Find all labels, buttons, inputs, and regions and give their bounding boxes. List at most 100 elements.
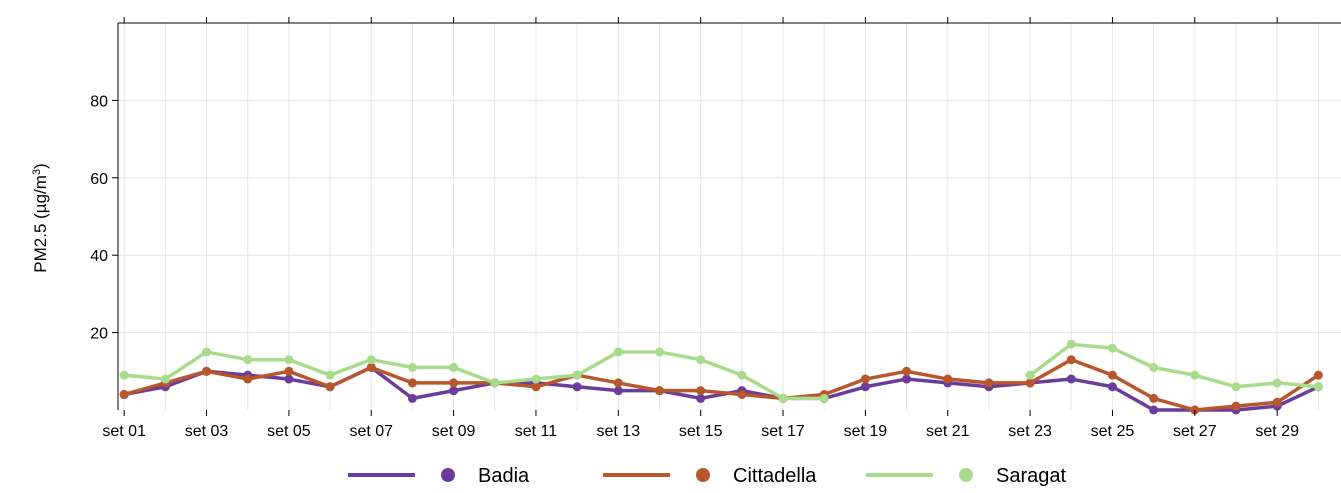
data-point-cittadella	[366, 362, 376, 372]
series-line-saragat	[1028, 342, 1321, 389]
data-point-saragat	[1107, 343, 1117, 353]
y-tick-label: 60	[90, 171, 108, 188]
data-point-saragat	[407, 362, 417, 372]
data-point-saragat	[737, 370, 747, 380]
data-point-saragat	[1231, 382, 1241, 392]
x-tick-label: set 07	[349, 423, 393, 440]
data-point-cittadella	[202, 366, 212, 376]
data-point-cittadella	[1107, 370, 1117, 380]
data-point-cittadella	[243, 374, 253, 384]
legend-item-saragat: Saragat	[866, 465, 1066, 487]
data-point-cittadella	[654, 386, 664, 396]
data-point-cittadella	[325, 382, 335, 392]
data-point-saragat	[366, 355, 376, 365]
legend-label: Cittadella	[733, 465, 817, 487]
data-point-cittadella	[1066, 355, 1076, 365]
data-point-saragat	[613, 347, 623, 357]
legend-label: Saragat	[996, 465, 1066, 487]
data-point-cittadella	[984, 378, 994, 388]
data-point-badia	[1149, 405, 1159, 415]
x-tick-label: set 19	[844, 423, 888, 440]
data-point-cittadella	[531, 382, 541, 392]
data-point-cittadella	[449, 378, 459, 388]
series-line-saragat	[122, 350, 826, 401]
legend-item-cittadella: Cittadella	[603, 465, 817, 487]
data-point-cittadella	[943, 374, 953, 384]
data-point-cittadella	[613, 378, 623, 388]
x-tick-label: set 11	[515, 423, 558, 440]
y-axis-title: PM2.5 (µg/m3)	[31, 163, 50, 272]
data-point-saragat	[1025, 370, 1035, 380]
data-point-saragat	[284, 355, 294, 365]
data-point-badia	[1066, 374, 1076, 384]
data-point-saragat	[654, 347, 664, 357]
data-point-badia	[1107, 382, 1117, 392]
data-point-saragat	[1272, 378, 1282, 388]
data-point-cittadella	[696, 386, 706, 396]
data-point-saragat	[531, 374, 541, 384]
x-tick-label: set 23	[1008, 423, 1052, 440]
x-tick-label: set 09	[432, 423, 476, 440]
data-point-cittadella	[1025, 378, 1035, 388]
data-point-saragat	[572, 370, 582, 380]
series-saragat	[119, 339, 1323, 403]
x-tick-label: set 25	[1091, 423, 1135, 440]
data-point-saragat	[119, 370, 129, 380]
data-point-saragat	[490, 378, 500, 388]
data-point-cittadella	[284, 366, 294, 376]
series-line-cittadella	[122, 357, 1321, 412]
x-tick-label: set 17	[761, 423, 805, 440]
x-tick-label: set 27	[1173, 423, 1217, 440]
x-tick-label: set 01	[102, 423, 146, 440]
y-axis-title-main: PM2.5 (µg/m	[31, 175, 50, 273]
data-point-saragat	[1149, 362, 1159, 372]
axes: 20 40 60 80 set 01 set 03 set 05 set 07 set 09 se…	[90, 17, 1341, 440]
x-tick-label: set 13	[597, 423, 641, 440]
data-point-badia	[696, 393, 706, 403]
y-tick-label: 40	[90, 248, 108, 265]
legend-point-swatch	[696, 468, 710, 482]
data-point-saragat	[202, 347, 212, 357]
legend-point-swatch	[441, 468, 455, 482]
x-tick-label: set 05	[267, 423, 311, 440]
data-point-cittadella	[1272, 397, 1282, 407]
series-badia	[119, 362, 1323, 415]
data-point-badia	[407, 393, 417, 403]
y-tick-label: 80	[90, 93, 108, 110]
x-tick-label: set 15	[679, 423, 723, 440]
data-point-saragat	[1066, 339, 1076, 349]
legend: Badia Cittadella Saragat	[348, 465, 1066, 487]
data-point-badia	[902, 374, 912, 384]
data-point-saragat	[1190, 370, 1200, 380]
data-point-saragat	[449, 362, 459, 372]
y-axis-title-close: )	[31, 163, 50, 169]
legend-item-badia: Badia	[348, 465, 530, 487]
legend-label: Badia	[478, 465, 530, 487]
data-point-saragat	[696, 355, 706, 365]
data-point-saragat	[778, 393, 788, 403]
x-tick-label: set 21	[926, 423, 970, 440]
y-axis-title-superscript: 3	[31, 169, 43, 175]
data-point-cittadella	[407, 378, 417, 388]
data-point-saragat	[1313, 382, 1323, 392]
data-point-badia	[284, 374, 294, 384]
data-point-saragat	[819, 393, 829, 403]
data-point-cittadella	[1231, 401, 1241, 411]
x-tick-label: set 29	[1255, 423, 1299, 440]
data-point-cittadella	[860, 374, 870, 384]
data-point-badia	[449, 386, 459, 396]
data-point-cittadella	[737, 390, 747, 400]
x-tick-label: set 03	[185, 423, 229, 440]
series-layer	[119, 339, 1323, 415]
grid	[118, 23, 1341, 410]
data-point-saragat	[325, 370, 335, 380]
data-point-cittadella	[119, 390, 129, 400]
legend-point-swatch	[959, 468, 973, 482]
data-point-cittadella	[902, 366, 912, 376]
data-point-badia	[613, 386, 623, 396]
data-point-cittadella	[1149, 393, 1159, 403]
data-point-saragat	[243, 355, 253, 365]
data-point-badia	[860, 382, 870, 392]
data-point-badia	[572, 382, 582, 392]
